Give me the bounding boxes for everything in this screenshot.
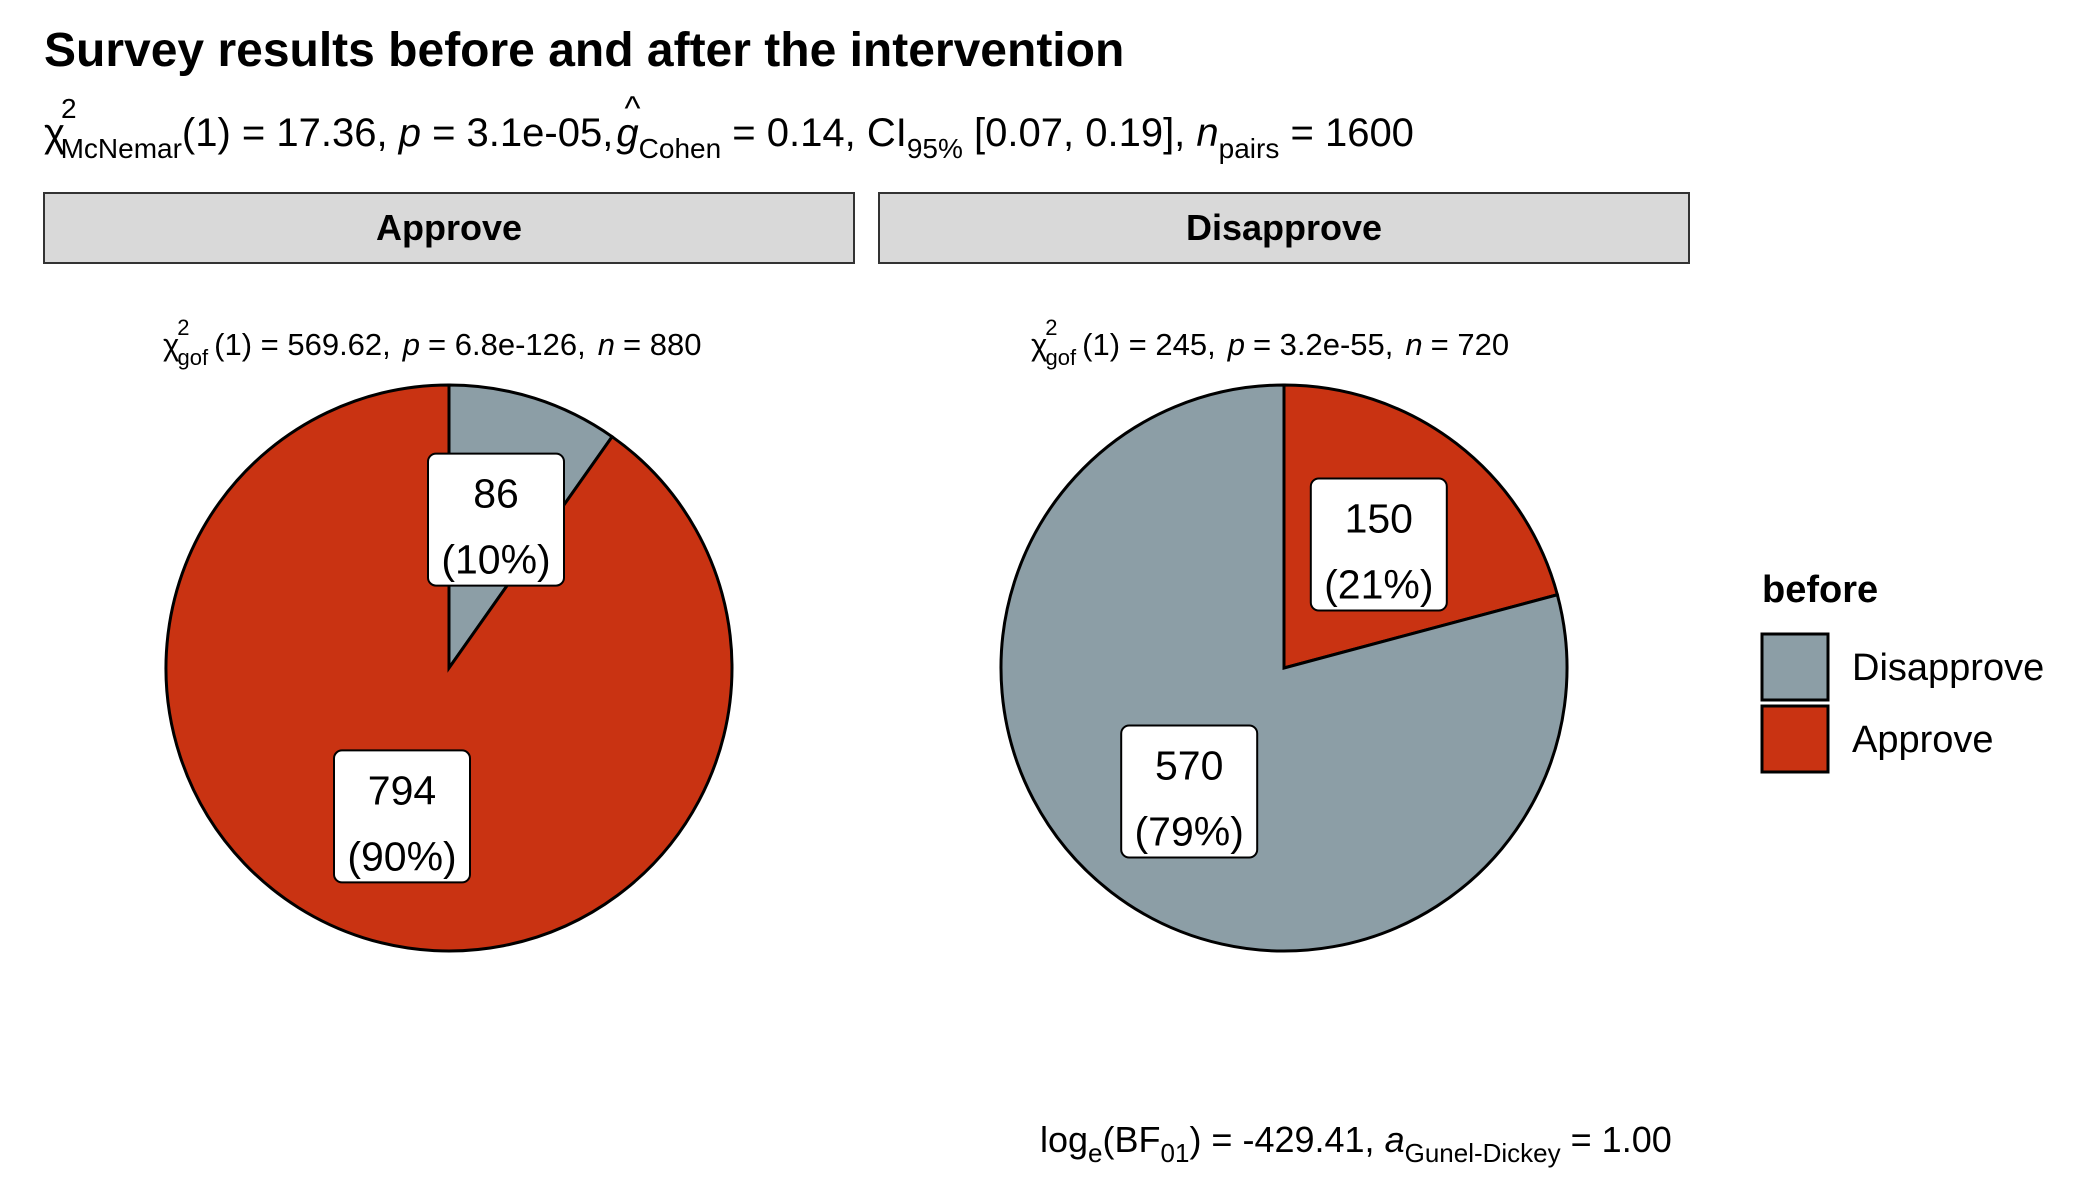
panel-approve-chi-symbol: χ: [163, 327, 179, 362]
panel-approve-chi-value: (1) = 569.62,: [214, 327, 391, 362]
slice-count-label: 570: [1155, 743, 1223, 789]
slice-label-box: [1120, 724, 1259, 859]
caption-bf: (BF: [1103, 1119, 1161, 1160]
slice-percent-label: (10%): [441, 537, 550, 583]
strip-approve-box: [43, 192, 855, 264]
chart-caption: loge(BF01) = -429.41, aGunel-Dickey = 1.…: [1040, 1119, 1672, 1168]
slice-percent-label: (21%): [1324, 562, 1433, 608]
slice-label-disapprove: 86 (10%): [427, 452, 565, 587]
panel-disapprove-p-value: = 3.2e-55,: [1253, 327, 1393, 362]
legend-swatch-disapprove: [1760, 632, 1830, 702]
pie-approve: 86 (10%) 794 (90%): [164, 383, 734, 953]
slice-label-box: [427, 452, 565, 587]
panel-approve-chi-subscript: gof: [178, 345, 209, 370]
subtitle-effect-value: = 0.14, CI: [721, 111, 907, 155]
subtitle-effect-symbol: g: [616, 111, 638, 155]
strip-approve-label: Approve: [376, 207, 522, 248]
chart-title: Survey results before and after the inte…: [44, 24, 1124, 77]
slice-label-disapprove: 570 (79%): [1120, 724, 1259, 859]
slice-label-approve: 150 (21%): [1309, 477, 1448, 612]
panel-disapprove-chi-symbol: χ: [1031, 327, 1047, 362]
slice-count-label: 794: [368, 767, 436, 813]
subtitle-chi-value: (1) = 17.36,: [182, 111, 399, 155]
slice-percent-label: (90%): [347, 833, 456, 879]
subtitle-ci-value: [0.07, 0.19],: [963, 111, 1197, 155]
subtitle-p-value: = 3.1e-05,: [421, 111, 624, 155]
panel-disapprove-chi-value: (1) = 245,: [1082, 327, 1216, 362]
caption-log-subscript: e: [1088, 1138, 1102, 1168]
panel-approve-n-value: = 880: [623, 327, 701, 362]
legend: Disapprove Approve: [1760, 632, 2044, 774]
subtitle-n-subscript: pairs: [1219, 133, 1280, 164]
caption-log: log: [1040, 1119, 1088, 1160]
legend-label-approve: Approve: [1852, 719, 1994, 761]
subtitle-p-symbol: p: [398, 111, 421, 155]
panel-disapprove-chi-superscript: 2: [1045, 315, 1057, 340]
strip-disapprove-label: Disapprove: [1186, 207, 1382, 248]
slice-label-approve: 794 (90%): [333, 749, 471, 884]
legend-title: before: [1762, 569, 1878, 611]
caption-bf-value: ) = -429.41,: [1189, 1119, 1384, 1160]
legend-swatch-approve: [1760, 704, 1830, 774]
panel-disapprove-chi-subscript: gof: [1046, 345, 1077, 370]
subtitle-chi-superscript: 2: [61, 93, 77, 124]
subtitle-effect-subscript: Cohen: [639, 133, 722, 164]
panel-approve-stat: χ2 gof (1) = 569.62, p = 6.8e-126, n = 880: [163, 315, 701, 370]
pie-slice-approve: [164, 383, 734, 953]
panel-approve-p-value: = 6.8e-126,: [428, 327, 586, 362]
subtitle-chi-subscript: McNemar: [61, 133, 182, 164]
panel-approve-chi-superscript: 2: [177, 315, 189, 340]
strip-disapprove-box: [878, 192, 1690, 264]
legend-item-disapprove: Disapprove: [1760, 632, 2044, 702]
panel-approve-p-symbol: p: [402, 327, 420, 362]
caption-a-symbol: a: [1385, 1119, 1405, 1160]
caption-bf-subscript: 01: [1161, 1138, 1190, 1168]
caption-a-subscript: Gunel-Dickey: [1405, 1138, 1561, 1168]
panel-disapprove-n-value: = 720: [1431, 327, 1509, 362]
panel-disapprove-p-symbol: p: [1227, 327, 1245, 362]
subtitle-ci-subscript: 95%: [907, 133, 963, 164]
caption-a-value: = 1.00: [1561, 1119, 1672, 1160]
panel-disapprove-n-symbol: n: [1405, 327, 1422, 362]
panel-disapprove-stat: χ2 gof (1) = 245, p = 3.2e-55, n = 720: [1031, 315, 1509, 370]
slice-label-box: [333, 749, 471, 884]
slice-count-label: 86: [473, 471, 519, 517]
subtitle-chi-symbol: χ: [44, 111, 65, 155]
panel-approve-n-symbol: n: [598, 327, 615, 362]
chart-subtitle: χ2 McNemar(1) = 17.36, p = 3.1e-05, ^ gCoh…: [44, 90, 1414, 164]
slice-label-box: [1309, 477, 1448, 612]
subtitle-effect-hat: ^: [624, 90, 640, 128]
slice-percent-label: (79%): [1135, 809, 1244, 855]
slice-count-label: 150: [1345, 496, 1413, 542]
legend-item-approve: Approve: [1760, 704, 1994, 774]
subtitle-n-value: = 1600: [1279, 111, 1414, 155]
legend-label-disapprove: Disapprove: [1852, 647, 2044, 689]
subtitle-n-symbol: n: [1196, 111, 1218, 155]
pie-disapprove: 150 (21%) 570 (79%): [999, 383, 1569, 953]
